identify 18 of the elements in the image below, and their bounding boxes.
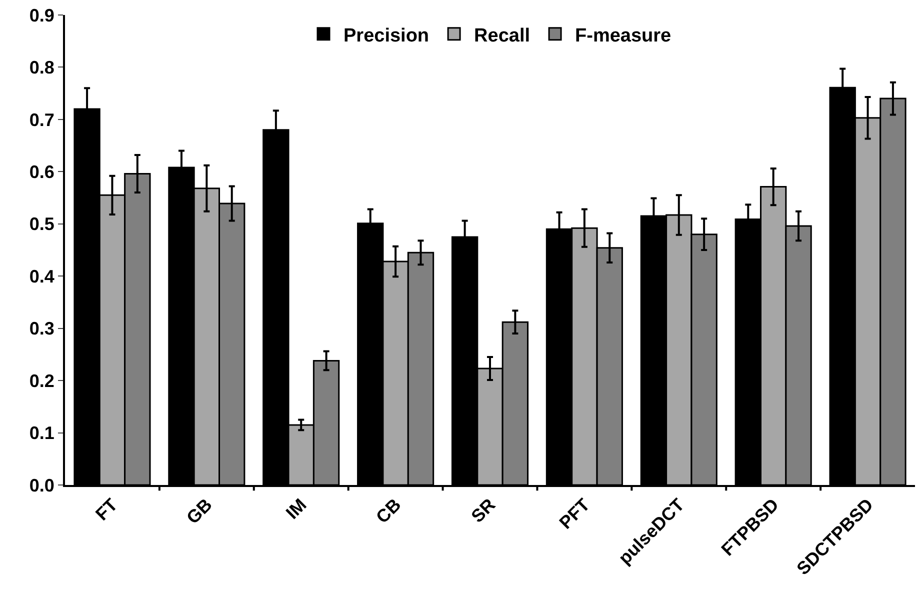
y-tick-label: 0.0 — [29, 475, 54, 496]
y-tick-label: 0.7 — [29, 110, 54, 130]
x-tick-label: FT — [92, 494, 122, 524]
x-tick-label: GB — [182, 494, 216, 528]
y-tick-label: 0.8 — [29, 58, 54, 78]
y-tick-label: 0.6 — [29, 162, 54, 182]
y-tick-label: 0.9 — [29, 5, 54, 26]
legend-label: Recall — [474, 25, 530, 46]
x-tick-label: IM — [282, 494, 310, 523]
x-tick-label: SR — [467, 494, 500, 526]
y-tick-label: 0.2 — [29, 370, 54, 391]
y-tick-label: 0.1 — [29, 423, 54, 444]
y-tick-label: 0.5 — [29, 214, 54, 234]
x-tick-label: CB — [372, 494, 405, 528]
y-tick-label: 0.4 — [29, 266, 54, 286]
y-tick-label: 0.3 — [29, 318, 54, 339]
legend-label: F-measure — [575, 25, 672, 46]
legend-label: Precision — [344, 25, 430, 46]
